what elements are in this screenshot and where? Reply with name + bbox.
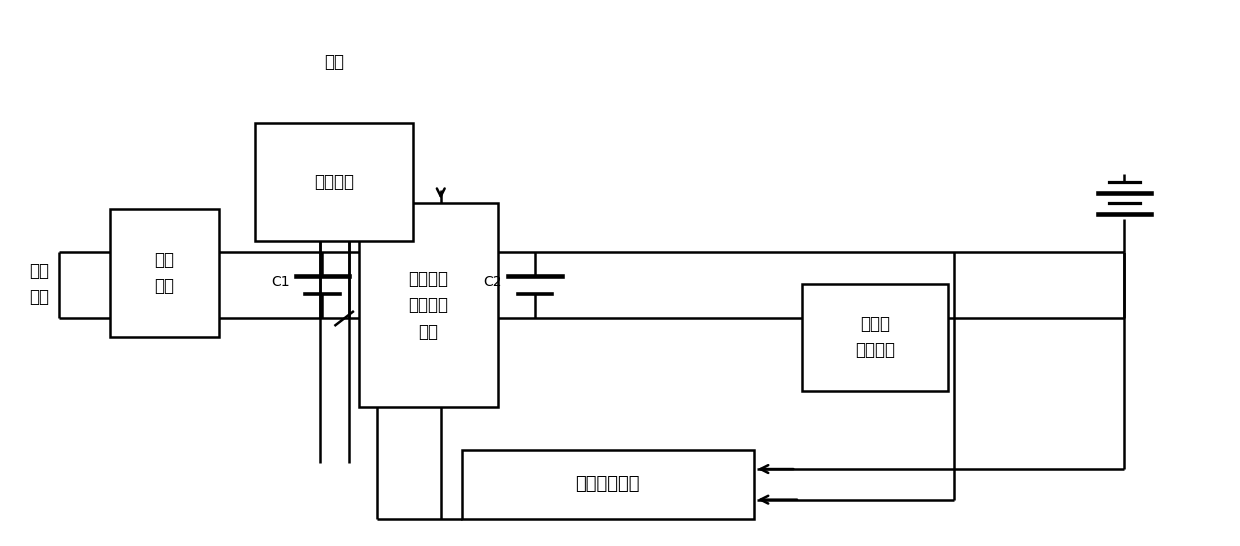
Text: 第一电压
双向调节
电路: 第一电压 双向调节 电路 xyxy=(409,270,449,341)
Bar xyxy=(463,449,754,519)
Text: 电网: 电网 xyxy=(325,52,345,70)
Bar xyxy=(255,123,413,241)
Text: 检测控制电路: 检测控制电路 xyxy=(575,476,640,494)
Bar xyxy=(109,209,219,337)
Text: 逆变电路: 逆变电路 xyxy=(315,173,355,191)
Text: C2: C2 xyxy=(484,275,502,289)
Bar xyxy=(358,204,498,407)
Text: 光伏
组件: 光伏 组件 xyxy=(29,262,50,306)
Bar xyxy=(802,284,949,391)
Text: 升压
电路: 升压 电路 xyxy=(154,251,175,295)
Text: C1: C1 xyxy=(270,275,289,289)
Text: 充放电
控制电路: 充放电 控制电路 xyxy=(856,315,895,359)
